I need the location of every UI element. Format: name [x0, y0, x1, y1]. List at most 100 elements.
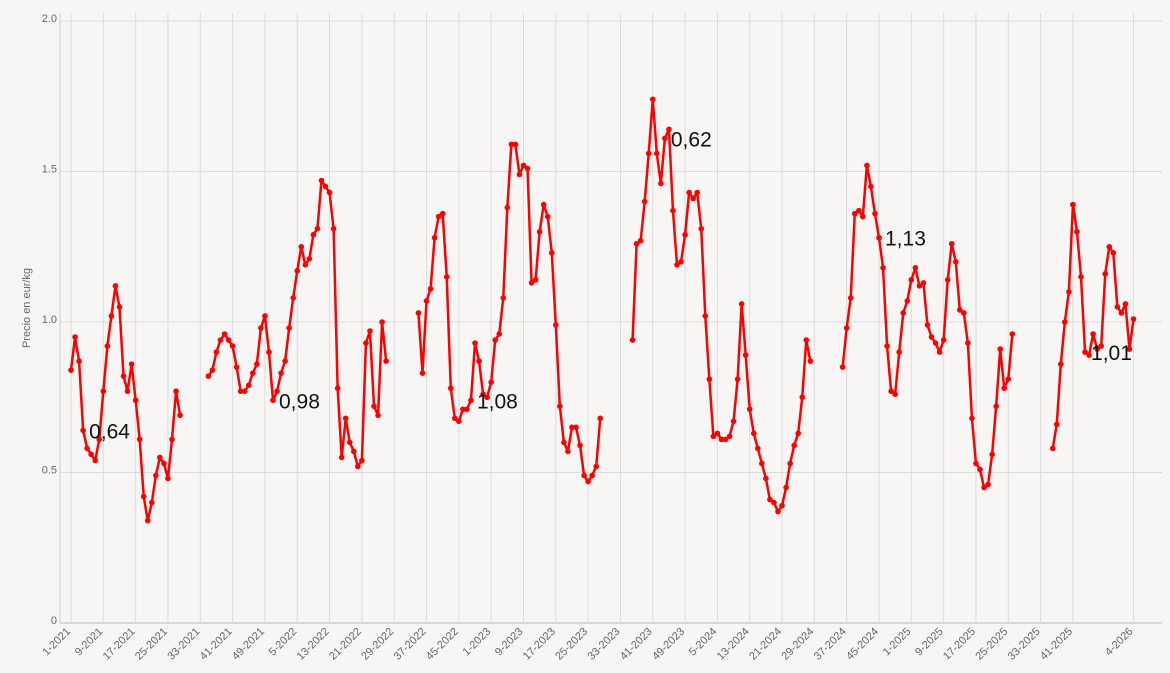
point	[161, 460, 167, 467]
y-tick-label: 1.5	[42, 164, 57, 176]
x-tick-label: 25-2025	[973, 626, 1010, 663]
point	[581, 472, 587, 479]
point	[920, 280, 927, 286]
point	[1005, 376, 1012, 382]
point	[298, 243, 305, 250]
point	[944, 277, 951, 283]
point	[759, 460, 765, 467]
y-axis-label: Precio en eur/kg	[21, 268, 33, 348]
point	[928, 334, 935, 340]
point	[480, 391, 486, 398]
x-tick-label: 13-2022	[295, 626, 332, 663]
y-tick-label: 0	[51, 615, 57, 627]
point	[334, 385, 341, 392]
point	[1102, 271, 1109, 277]
point	[876, 234, 882, 241]
point	[1074, 228, 1080, 235]
x-tick-label: 4-2026	[1103, 626, 1136, 659]
point	[637, 237, 644, 244]
point	[803, 337, 810, 343]
point	[734, 376, 741, 382]
point	[476, 358, 482, 364]
point	[1118, 310, 1125, 316]
point	[270, 397, 276, 404]
x-tick-label: 17-2021	[101, 626, 138, 663]
point	[233, 364, 240, 370]
point	[1082, 349, 1088, 355]
point	[278, 370, 284, 376]
point	[940, 337, 947, 343]
point	[375, 412, 381, 419]
x-tick-label: 25-2023	[553, 626, 590, 663]
point	[1078, 274, 1084, 280]
point	[670, 207, 676, 214]
x-tick-label: 33-2021	[165, 626, 202, 663]
point	[456, 418, 462, 425]
point	[593, 463, 599, 470]
point	[791, 442, 797, 449]
point	[173, 388, 179, 395]
point	[262, 313, 268, 319]
point	[641, 198, 648, 205]
x-tick-label: 21-2022	[327, 626, 364, 663]
point	[492, 337, 499, 343]
point	[561, 439, 567, 446]
point	[460, 406, 466, 413]
point	[730, 418, 737, 425]
point	[763, 475, 769, 482]
point	[294, 268, 301, 274]
x-tick-label: 13-2024	[715, 626, 752, 663]
point	[423, 298, 430, 304]
point	[783, 484, 789, 491]
x-tick-label: 33-2025	[1006, 626, 1043, 663]
point	[884, 343, 890, 349]
point	[258, 325, 264, 331]
y-tick-label: 2.0	[42, 13, 57, 25]
point	[1049, 445, 1056, 452]
point	[1058, 361, 1064, 367]
point	[379, 319, 385, 325]
point	[124, 388, 131, 395]
point	[1053, 421, 1060, 428]
point	[153, 472, 159, 479]
point	[1122, 301, 1129, 307]
point	[839, 364, 846, 370]
point	[367, 328, 373, 334]
point	[241, 388, 248, 395]
point	[512, 141, 519, 148]
point	[282, 358, 288, 364]
point	[104, 343, 111, 349]
point	[415, 310, 422, 316]
point	[714, 430, 721, 437]
x-tick-label: 25-2021	[133, 626, 170, 663]
point	[1066, 289, 1072, 295]
point	[985, 481, 991, 488]
point	[658, 180, 664, 187]
point	[710, 433, 717, 440]
point	[1090, 331, 1096, 337]
point	[1106, 243, 1113, 250]
point	[872, 210, 878, 217]
point	[706, 376, 713, 382]
point	[1086, 352, 1092, 358]
point	[557, 403, 563, 410]
point	[88, 451, 94, 458]
point	[948, 240, 955, 247]
point	[678, 259, 684, 265]
point	[916, 283, 923, 289]
point	[565, 448, 571, 455]
point	[302, 262, 309, 268]
point	[342, 415, 349, 422]
point	[165, 475, 171, 482]
point	[977, 466, 983, 473]
point	[912, 265, 919, 271]
point	[500, 295, 507, 301]
point	[520, 162, 527, 169]
point	[750, 430, 757, 437]
point	[896, 349, 902, 355]
point	[128, 361, 135, 367]
point	[250, 370, 256, 376]
point	[952, 259, 959, 265]
